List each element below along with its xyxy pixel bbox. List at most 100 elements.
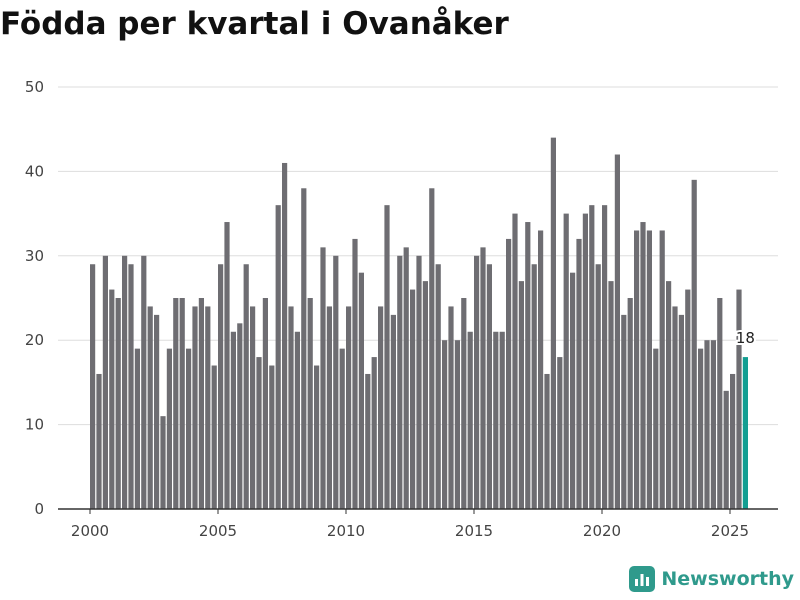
bar [589, 205, 595, 509]
data-labels: 18 [734, 327, 757, 349]
bar [723, 390, 729, 509]
bar [499, 331, 505, 509]
bar [557, 357, 563, 509]
bar [474, 255, 480, 509]
y-tick-label: 50 [25, 78, 44, 96]
bar [435, 264, 441, 509]
bar [314, 365, 320, 509]
bar [186, 348, 192, 509]
x-tick-label: 2010 [327, 522, 365, 540]
bar [262, 298, 268, 509]
bar [346, 306, 352, 509]
bar [154, 314, 160, 509]
bar [288, 306, 294, 509]
bar [403, 247, 409, 510]
bar [282, 162, 288, 509]
bar [96, 373, 102, 509]
bar [378, 306, 384, 509]
bar [102, 255, 108, 509]
bar [563, 213, 569, 509]
bar [595, 264, 601, 509]
brand-name: Newsworthy [661, 568, 794, 590]
y-tick-label: 0 [34, 500, 44, 518]
bar [691, 179, 697, 509]
bar [422, 281, 428, 509]
bar [659, 230, 665, 510]
bar [243, 264, 249, 509]
bar [614, 154, 620, 509]
bar [410, 289, 416, 509]
bar [506, 238, 512, 510]
bar [538, 230, 544, 510]
bar [333, 255, 339, 509]
bar-highlight [742, 357, 748, 509]
y-tick-label: 30 [25, 247, 44, 265]
y-tick-label: 20 [25, 331, 44, 349]
bar [736, 289, 742, 509]
bar [640, 222, 646, 510]
bar [198, 298, 204, 509]
bar [269, 365, 275, 509]
x-tick-label: 2020 [583, 522, 621, 540]
y-tick-label: 10 [25, 416, 44, 434]
bar [646, 230, 652, 510]
bar [531, 264, 537, 509]
x-axis: 2000 2005 2010 2015 2020 2025 [71, 509, 749, 540]
bar [90, 264, 96, 509]
data-label: 18 [736, 329, 755, 347]
bar [122, 255, 128, 509]
bar [109, 289, 115, 509]
bar [576, 238, 582, 510]
bar [570, 272, 576, 509]
bar [621, 314, 627, 509]
bar [147, 306, 153, 509]
bar [224, 222, 230, 510]
bar [326, 306, 332, 509]
bar [666, 281, 672, 509]
chart-title: Födda per kvartal i Ovanåker [0, 6, 509, 42]
bar [512, 213, 518, 509]
bars [90, 137, 748, 510]
bar [461, 298, 467, 509]
bar [141, 255, 147, 509]
bar [179, 298, 185, 509]
bar [301, 188, 307, 509]
bar [480, 247, 486, 510]
x-tick-label: 2005 [199, 522, 237, 540]
bar [582, 213, 588, 509]
bar [390, 314, 396, 509]
bar [730, 373, 736, 509]
bar [429, 188, 435, 509]
bar [493, 331, 499, 509]
bar [442, 340, 448, 509]
bar [634, 230, 640, 510]
bar [365, 373, 371, 509]
bar [672, 306, 678, 509]
bar [166, 348, 172, 509]
bar [358, 272, 364, 509]
bar [486, 264, 492, 509]
x-tick-label: 2025 [711, 522, 749, 540]
bar [256, 357, 262, 509]
bar-chart-icon [629, 566, 656, 592]
bar [230, 331, 236, 509]
brand-logo: Newsworthy [629, 566, 794, 592]
bar [307, 298, 313, 509]
bar [339, 348, 345, 509]
bar [173, 298, 179, 509]
bar [211, 365, 217, 509]
bar [275, 205, 281, 509]
bar [717, 298, 723, 509]
bar [678, 314, 684, 509]
x-tick-label: 2015 [455, 522, 493, 540]
bar [237, 323, 243, 509]
bar [205, 306, 211, 509]
y-axis: 0 10 20 30 40 50 [25, 78, 44, 518]
bar [454, 340, 460, 509]
bar [160, 416, 166, 509]
bar [294, 331, 300, 509]
bar [218, 264, 224, 509]
x-tick-label: 2000 [71, 522, 109, 540]
bar [384, 205, 390, 509]
bar [710, 340, 716, 509]
